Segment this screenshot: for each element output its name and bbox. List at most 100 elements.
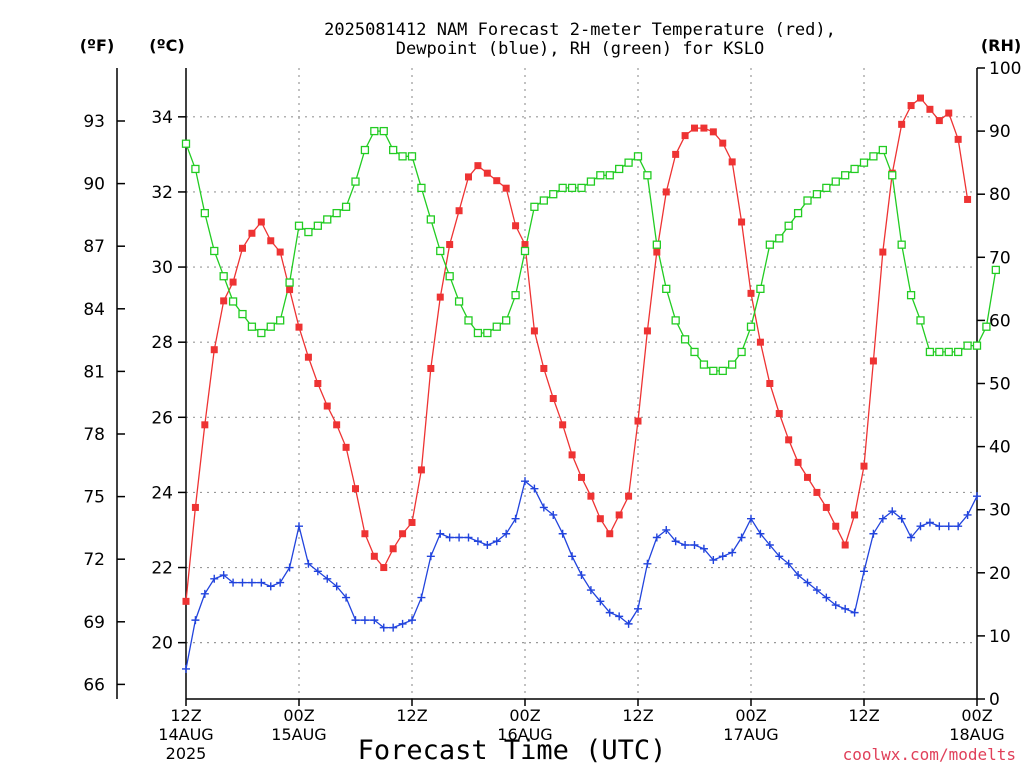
rh-point xyxy=(341,202,351,211)
rh-tick-label: 0 xyxy=(989,690,1000,710)
rh-point xyxy=(680,335,690,344)
dewpoint-point xyxy=(266,582,275,591)
temperature-point xyxy=(549,395,557,403)
rh-point xyxy=(841,171,850,180)
chart-title-line2: Dewpoint (blue), RH (green) for KSLO xyxy=(396,39,764,59)
rh-point xyxy=(972,341,982,350)
temperature-point xyxy=(662,188,670,196)
temperature-point xyxy=(625,492,633,500)
rh-point xyxy=(483,328,492,338)
rh-point xyxy=(360,145,370,155)
temperature-point xyxy=(851,511,859,519)
temperature-point xyxy=(898,120,906,128)
dewpoint-point xyxy=(539,503,548,512)
dewpoint-point xyxy=(831,601,840,610)
temperature-point xyxy=(643,327,651,335)
rh-point xyxy=(869,152,878,161)
rh-point xyxy=(577,183,586,193)
time-tick-time: 12Z xyxy=(170,706,201,725)
temperature-point xyxy=(634,417,642,425)
rh-point xyxy=(539,196,548,205)
temperature-point xyxy=(465,173,472,181)
dewpoint-point xyxy=(408,616,416,625)
dewpoint-point xyxy=(370,616,379,625)
temperature-point xyxy=(747,289,755,297)
dewpoint-point xyxy=(869,529,878,538)
rh-point xyxy=(502,316,511,325)
dewpoint-point xyxy=(332,582,341,591)
temperature-point xyxy=(182,597,190,605)
temperature-point xyxy=(907,102,915,110)
rh-tick-label: 60 xyxy=(989,311,1011,331)
time-tick-time: 00Z xyxy=(509,706,540,725)
dewpoint-point xyxy=(850,608,859,617)
dewpoint-point xyxy=(295,522,303,531)
celsius-tick-label: 28 xyxy=(151,333,173,353)
rh-point xyxy=(982,322,991,331)
fahrenheit-tick-label: 84 xyxy=(83,300,105,320)
temperature-point xyxy=(191,503,199,511)
fahrenheit-unit-label: (ºF) xyxy=(80,36,115,55)
dewpoint-point xyxy=(483,541,492,550)
dewpoint-point xyxy=(925,518,934,527)
dewpoint-point xyxy=(643,559,652,568)
rh-point xyxy=(407,152,417,161)
dewpoint-point xyxy=(210,574,219,583)
rh-point xyxy=(332,208,341,218)
temperature-point xyxy=(399,530,407,538)
dewpoint-point xyxy=(699,544,708,553)
dewpoint-point xyxy=(530,484,539,493)
rh-point xyxy=(379,126,388,136)
rh-tick-label: 70 xyxy=(989,248,1011,268)
temperature-point xyxy=(672,150,680,158)
temperature-point xyxy=(945,109,953,117)
dewpoint-point xyxy=(558,529,567,538)
rh-point xyxy=(615,164,624,174)
temperature-point xyxy=(210,346,218,354)
dewpoint-point xyxy=(605,608,614,617)
dewpoint-point xyxy=(624,619,633,628)
dewpoint-point xyxy=(464,533,473,542)
rh-point xyxy=(520,246,530,256)
temperature-point xyxy=(964,195,972,203)
series-markers xyxy=(181,94,1000,673)
temperature-point xyxy=(681,132,689,140)
temperature-point xyxy=(785,436,793,444)
dewpoint-point xyxy=(747,514,755,523)
rh-point xyxy=(756,284,765,294)
rh-unit-label: (RH) xyxy=(981,36,1021,55)
rh-point xyxy=(511,291,520,300)
temperature-point xyxy=(756,338,764,346)
dewpoint-point xyxy=(445,533,454,542)
rh-point xyxy=(586,177,596,186)
rh-point xyxy=(370,126,379,136)
temperature-point xyxy=(709,128,717,136)
time-tick-time: 12Z xyxy=(622,706,653,725)
temperature-point xyxy=(596,515,604,523)
rh-point xyxy=(558,183,567,193)
temperature-point xyxy=(512,222,520,230)
temperature-point xyxy=(917,94,924,102)
time-tick-date: 14AUG xyxy=(158,725,213,744)
rh-point xyxy=(313,221,322,230)
time-tick-date: 18AUG xyxy=(949,725,1004,744)
fahrenheit-tick-label: 90 xyxy=(83,175,105,195)
dewpoint-point xyxy=(342,593,351,602)
rh-point xyxy=(765,240,774,249)
rh-point xyxy=(200,208,209,218)
temperature-point xyxy=(615,511,623,519)
dewpoint-point xyxy=(690,541,699,550)
temperature-point xyxy=(587,492,595,500)
rh-point xyxy=(454,297,464,306)
time-tick-time: 12Z xyxy=(396,706,427,725)
rh-point xyxy=(746,322,756,331)
dewpoint-point xyxy=(549,510,558,519)
dewpoint-point xyxy=(577,571,586,580)
dewpoint-point xyxy=(285,563,294,572)
dewpoint-point xyxy=(954,522,963,531)
time-tick-time: 00Z xyxy=(961,706,992,725)
temperature-series-line xyxy=(185,97,969,602)
dewpoint-point xyxy=(182,664,190,673)
rh-point xyxy=(888,171,897,180)
dewpoint-point xyxy=(737,533,746,542)
